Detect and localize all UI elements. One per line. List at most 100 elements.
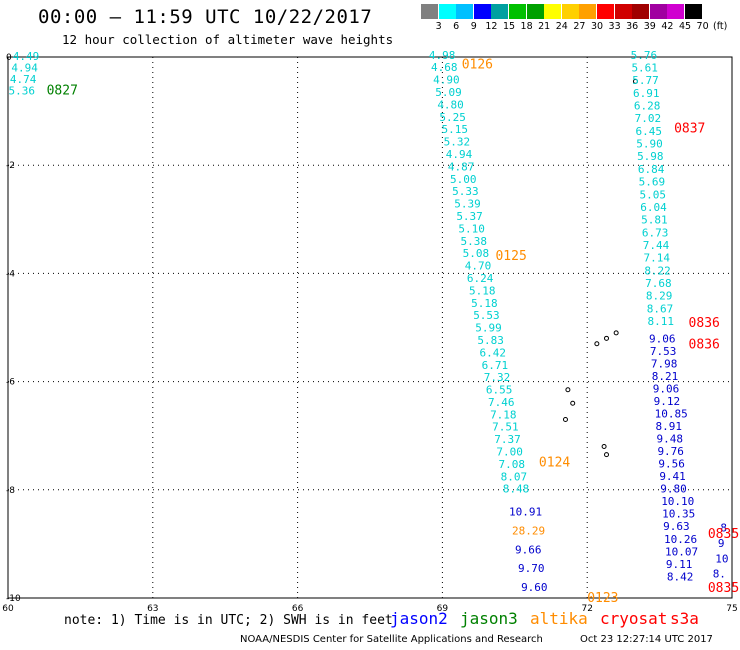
wave-height-value: 5.36 (8, 85, 35, 98)
satellite-legend-item: altika (530, 609, 588, 628)
wave-height-value: 7.53 (650, 345, 677, 358)
island (632, 78, 638, 84)
lon-tick-label: 69 (437, 604, 449, 614)
scale-label: (ft) (713, 21, 728, 32)
scale-label: 27 (573, 21, 586, 32)
wave-height-value: 5.69 (639, 176, 666, 189)
wave-height-value: 5.38 (461, 235, 488, 248)
lon-tick-label: 75 (726, 604, 737, 614)
wave-height-value: 8.11 (648, 315, 675, 328)
wave-height-value: 5.99 (475, 322, 502, 335)
lon-tick-label: 63 (147, 604, 158, 614)
scale-label: 6 (453, 21, 460, 32)
pass-label: 0124 (539, 456, 570, 471)
wave-height-value: 9.56 (658, 458, 685, 471)
wave-height-value: 7.68 (645, 277, 672, 290)
wave-height-value: 8 (720, 522, 727, 535)
scale-label: 70 (696, 21, 709, 32)
wave-height-value: 7.46 (488, 396, 515, 409)
wave-height-value: 5.90 (636, 138, 663, 151)
wave-height-value: 6.71 (482, 359, 509, 372)
wave-height-value: 10.91 (509, 505, 542, 518)
wave-height-value: 4.87 (448, 160, 475, 173)
satellite-legend-item: jason2 (390, 609, 448, 628)
scale-label: 30 (590, 21, 604, 32)
wave-height-value: 8.22 (644, 264, 671, 277)
wave-height-value: 5.98 (637, 150, 664, 163)
scale-swatch (438, 4, 456, 19)
wave-height-value: 5.18 (469, 284, 496, 297)
wave-height-value: 6.42 (480, 346, 507, 359)
pass-label: 0125 (495, 249, 526, 264)
wave-height-value: 7.08 (499, 458, 525, 471)
scale-label: 42 (661, 21, 674, 32)
wave-height-value: 9 (718, 537, 725, 550)
scale-label: 18 (520, 21, 533, 32)
wave-height-value: 7.02 (635, 112, 662, 125)
scale-swatch (473, 4, 491, 19)
wave-height-value: 10.35 (662, 508, 695, 521)
wave-height-value: 8.07 (501, 470, 528, 483)
satellite-legend-item: cryosat (600, 609, 668, 628)
pass-label: 0837 (674, 121, 705, 136)
wave-height-value: 28.29 (512, 524, 545, 537)
wave-height-value: 8.48 (503, 483, 530, 496)
wave-height-value: 10.85 (655, 407, 688, 420)
wave-height-value: 6.28 (634, 100, 661, 113)
wave-height-value: 8.42 (667, 570, 694, 583)
scale-label: 24 (555, 21, 568, 32)
island (570, 400, 576, 406)
wave-height-value: 5.05 (639, 188, 666, 201)
wave-height-value: 5.33 (452, 185, 479, 198)
wave-height-value: 9.63 (663, 520, 690, 533)
scale-label: 39 (643, 21, 656, 32)
wave-height-value: 9.70 (518, 562, 545, 575)
wave-height-value: 7.37 (494, 433, 521, 446)
wave-height-value: 9.06 (653, 382, 680, 395)
wave-height-value: 9.11 (666, 558, 693, 571)
wave-height-value: 5.25 (439, 111, 466, 124)
lat-tick-label: -2 (6, 161, 15, 171)
wave-height-value: 7.00 (496, 446, 523, 459)
wave-height-value: 9.06 (649, 332, 676, 345)
wave-height-value: 5.10 (458, 222, 485, 235)
wave-height-value: 5.39 (454, 198, 481, 211)
wave-height-value: 5.15 (442, 123, 469, 136)
wave-height-value: 5.09 (435, 86, 462, 99)
scale-swatch (667, 4, 685, 19)
wave-height-value: 5.77 (632, 74, 659, 87)
island (562, 416, 568, 422)
wave-height-value: 4.98 (429, 49, 456, 62)
scale-swatch (509, 4, 526, 19)
scale-label: 45 (678, 21, 692, 32)
wave-height-value: 7.98 (651, 357, 678, 370)
wave-height-value: 4.74 (10, 73, 37, 86)
wave-height-value: 5.18 (471, 297, 498, 310)
pass-label: 0123 (587, 591, 618, 606)
wave-height-value: 5.83 (477, 334, 504, 347)
lon-tick-label: 72 (581, 604, 592, 614)
scale-label: 33 (608, 21, 621, 32)
scale-swatch (544, 4, 562, 19)
wave-height-value: 6.45 (635, 125, 662, 138)
wave-height-value: 5.76 (631, 49, 658, 62)
wave-height-value: 6.24 (467, 272, 494, 285)
wave-height-value: 7.18 (490, 408, 517, 421)
scale-swatch (614, 4, 632, 19)
island (565, 387, 571, 393)
wave-height-value: 4.70 (465, 260, 492, 273)
scale-label: 21 (538, 21, 551, 32)
wave-height-value: 4.68 (431, 61, 458, 74)
wave-height-value: 7.44 (643, 239, 670, 252)
wave-height-value: 6.04 (640, 201, 667, 214)
scale-swatch (632, 4, 650, 19)
wave-height-value: 6.84 (638, 163, 665, 176)
pass-label: 0836 (689, 338, 720, 353)
lat-tick-label: -4 (6, 269, 15, 279)
lon-tick-label: 66 (292, 604, 304, 614)
lon-tick-label: 60 (2, 604, 14, 614)
pass-label: 0827 (47, 83, 78, 98)
scale-swatch (597, 4, 614, 19)
